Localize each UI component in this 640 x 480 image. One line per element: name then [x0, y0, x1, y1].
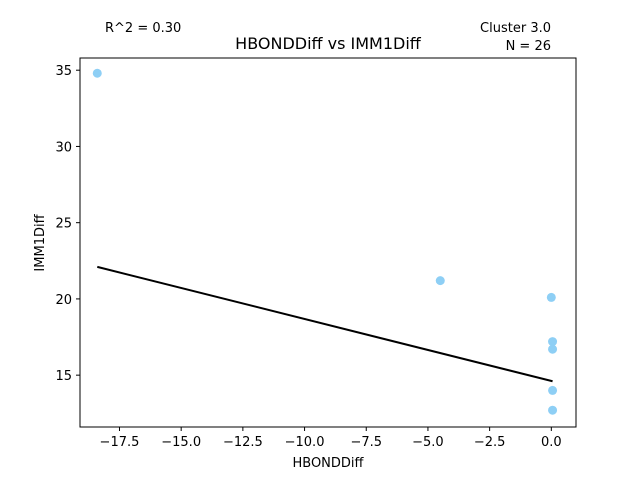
regression-line [97, 265, 553, 383]
plot-frame [79, 57, 577, 428]
x-tick-label: −15.0 [161, 435, 201, 450]
x-tick-label: −2.5 [474, 435, 506, 450]
r-squared-annotation: R^2 = 0.30 [105, 21, 181, 36]
x-tick-label: −7.5 [350, 435, 382, 450]
plot-area [92, 68, 558, 415]
scatter-point [546, 292, 556, 302]
cluster-annotation: Cluster 3.0 [480, 21, 551, 36]
scatter-point [548, 385, 558, 395]
scatter-point [548, 405, 558, 415]
x-tick-label: −5.0 [412, 435, 444, 450]
x-tick-label: 0.0 [541, 435, 562, 450]
y-tick-label: 25 [55, 217, 72, 232]
x-axis-label: HBONDDiff [292, 456, 364, 471]
y-tick-label: 35 [55, 64, 72, 79]
x-tick-label: −10.0 [285, 435, 325, 450]
x-tick-label: −12.5 [223, 435, 263, 450]
y-tick-label: 20 [55, 293, 72, 308]
sample-count-annotation: N = 26 [506, 39, 551, 54]
x-axis: −17.5 −15.0 −12.5 −10.0 −7.5 −5.0 −2.5 0.0 [100, 427, 562, 450]
scatter-point [548, 344, 558, 354]
scatter-point [435, 276, 445, 286]
chart-title: HBONDDiff vs IMM1Diff [235, 34, 422, 53]
y-axis: 15 20 25 30 35 [55, 64, 80, 384]
scatter-point [92, 68, 102, 78]
y-tick-label: 15 [55, 369, 72, 384]
y-tick-label: 30 [55, 140, 72, 155]
y-axis-label: IMM1Diff [33, 213, 48, 271]
x-tick-label: −17.5 [100, 435, 140, 450]
scatter-point [548, 337, 558, 347]
